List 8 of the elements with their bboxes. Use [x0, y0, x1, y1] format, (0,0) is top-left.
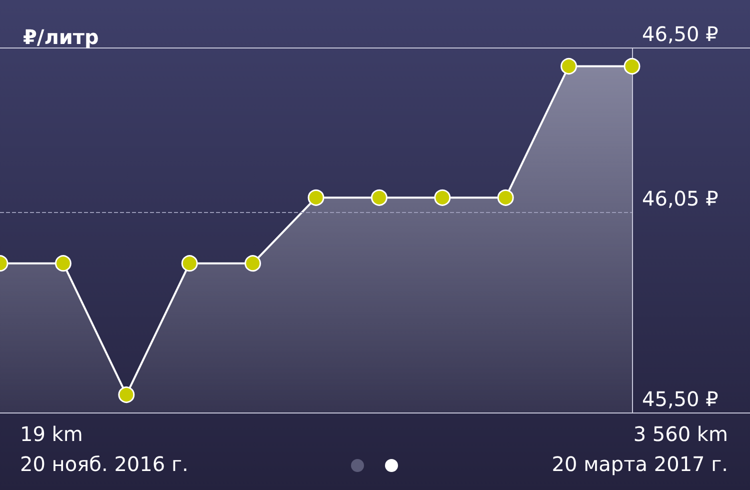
text: 3 560 km — [633, 422, 728, 446]
y-tick-label: 46,05 ₽ — [642, 186, 719, 210]
text: 19 km — [20, 422, 83, 446]
text: 20 нояб. 2016 г. — [20, 452, 188, 476]
y-tick-label: 45,50 ₽ — [642, 387, 719, 411]
text: 20 марта 2017 г. — [552, 452, 728, 476]
y-tick-label: 46,50 ₽ — [642, 22, 719, 46]
chart-title: ₽/литр — [23, 25, 99, 49]
